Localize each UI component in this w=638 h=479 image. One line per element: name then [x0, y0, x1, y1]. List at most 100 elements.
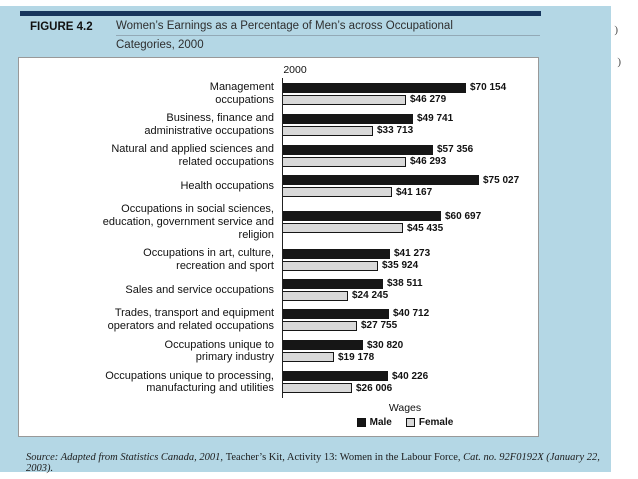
- value-label: $46 279: [410, 94, 447, 106]
- page-edge-mark: ): [617, 56, 621, 68]
- category-label: Management occupations: [209, 80, 274, 106]
- female-bar: [282, 187, 392, 198]
- male-bar: [282, 144, 433, 155]
- category-label: Business, finance and administrative occ…: [144, 112, 274, 137]
- chart-row: Occupations unique to processing, manufa…: [27, 370, 528, 395]
- value-label: $24 245: [352, 290, 389, 302]
- bar-line: $19 178: [282, 352, 528, 363]
- female-bar: [282, 290, 348, 301]
- male-bar: [282, 211, 441, 222]
- value-label: $45 435: [407, 222, 444, 234]
- legend-item: Female: [405, 417, 454, 428]
- bar-line: $38 511: [282, 278, 528, 289]
- bar-line: $40 226: [282, 371, 528, 382]
- source-part-1: Source: Adapted from Statistics Canada, …: [26, 452, 226, 463]
- male-bar: [282, 278, 383, 289]
- bar-group: $70 154 $46 279: [282, 82, 528, 105]
- female-bar: [282, 94, 406, 105]
- male-bar: [282, 82, 466, 93]
- value-label: $40 226: [392, 370, 429, 382]
- chart-row: Natural and applied sciences and related…: [27, 143, 528, 168]
- page-edge-mark: ): [614, 24, 618, 36]
- source-note: Source: Adapted from Statistics Canada, …: [26, 452, 604, 474]
- bar-group: $40 712 $27 755: [282, 308, 528, 331]
- female-bar: [282, 260, 378, 271]
- female-bar: [282, 320, 357, 331]
- category-label: Sales and service occupations: [125, 283, 274, 296]
- chart: 2000 Management occupations $70 154 $46 27…: [18, 57, 539, 437]
- chart-row: Management occupations $70 154 $46 279: [27, 81, 528, 106]
- chart-row: Trades, transport and equipment operator…: [27, 307, 528, 332]
- female-bar: [282, 156, 406, 167]
- value-label: $60 697: [445, 210, 482, 222]
- chart-legend: Male Female: [282, 414, 528, 428]
- category-label: Occupations in art, culture, recreation …: [143, 247, 274, 272]
- bar-group: $49 741 $33 713: [282, 113, 528, 136]
- bar-line: $60 697: [282, 211, 528, 222]
- bar-group: $30 820 $19 178: [282, 340, 528, 363]
- chart-row: Occupations in social sciences, educatio…: [27, 203, 528, 241]
- legend-label: Male: [369, 417, 392, 428]
- male-bar: [282, 113, 413, 124]
- bar-line: $41 167: [282, 187, 528, 198]
- bar-line: $27 755: [282, 320, 528, 331]
- value-label: $49 741: [417, 113, 454, 125]
- bar-group: $57 356 $46 293: [282, 144, 528, 167]
- bar-line: $41 273: [282, 248, 528, 259]
- bar-line: $40 712: [282, 308, 528, 319]
- figure-title: Women’s Earnings as a Percentage of Men’…: [116, 20, 540, 51]
- chart-plot-area: Management occupations $70 154 $46 279 Busi…: [27, 78, 528, 398]
- value-label: $30 820: [367, 339, 404, 351]
- female-bar: [282, 223, 403, 234]
- male-bar: [282, 175, 479, 186]
- legend-swatch: [356, 418, 366, 427]
- source-part-3: Cat. no. 92F0192X (January 22, 2003).: [26, 452, 600, 474]
- bar-line: $57 356: [282, 144, 528, 155]
- male-bar: [282, 340, 363, 351]
- chart-year-label: 2000: [283, 64, 307, 76]
- value-label: $38 511: [387, 278, 423, 290]
- figure-title-line-1: Women’s Earnings as a Percentage of Men’…: [116, 20, 540, 36]
- value-label: $57 356: [437, 144, 474, 156]
- value-label: $70 154: [470, 82, 507, 94]
- value-label: $75 027: [483, 174, 520, 186]
- category-label: Occupations in social sciences, educatio…: [102, 203, 274, 241]
- figure-label: FIGURE 4.2: [30, 21, 93, 33]
- legend-label: Female: [418, 417, 454, 428]
- female-bar: [282, 125, 373, 136]
- value-label: $33 713: [377, 125, 414, 137]
- bar-line: $35 924: [282, 260, 528, 271]
- category-label: Occupations unique to primary industry: [164, 338, 274, 364]
- value-label: $46 293: [410, 156, 447, 168]
- bar-group: $75 027 $41 167: [282, 175, 528, 198]
- chart-row: Sales and service occupations $38 511 $24 …: [27, 278, 528, 301]
- male-bar: [282, 371, 388, 382]
- category-label: Natural and applied sciences and related…: [111, 143, 274, 168]
- value-label: $41 167: [396, 186, 433, 198]
- value-label: $41 273: [394, 248, 431, 260]
- bar-group: $40 226 $26 006: [282, 371, 528, 394]
- bar-group: $38 511 $24 245: [282, 278, 528, 301]
- bar-group: $60 697 $45 435: [282, 211, 528, 234]
- chart-row: Occupations in art, culture, recreation …: [27, 247, 528, 272]
- header-rule: [20, 11, 541, 16]
- bar-line: $33 713: [282, 125, 528, 136]
- chart-row: Health occupations $75 027 $41 167: [27, 175, 528, 198]
- figure-background-panel: FIGURE 4.2 Women’s Earnings as a Percent…: [0, 6, 611, 474]
- bar-line: $26 006: [282, 383, 528, 394]
- bar-line: $46 279: [282, 94, 528, 105]
- chart-row: Business, finance and administrative occ…: [27, 112, 528, 137]
- value-label: $27 755: [361, 320, 398, 332]
- male-bar: [282, 308, 389, 319]
- value-label: $26 006: [356, 382, 393, 394]
- figure-header: FIGURE 4.2 Women’s Earnings as a Percent…: [30, 20, 540, 51]
- legend-item: Male: [356, 417, 392, 428]
- bar-line: $30 820: [282, 340, 528, 351]
- source-part-2: Teacher’s Kit, Activity 13: Women in the…: [225, 452, 464, 463]
- category-label: Health occupations: [180, 179, 274, 192]
- bar-line: $70 154: [282, 82, 528, 93]
- x-axis-label: Wages: [388, 402, 422, 414]
- female-bar: [282, 383, 352, 394]
- category-label: Occupations unique to processing, manufa…: [105, 369, 274, 395]
